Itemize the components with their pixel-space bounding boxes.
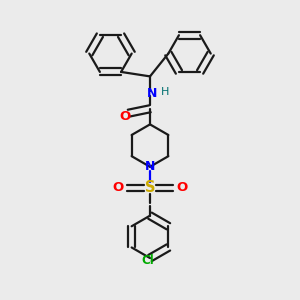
Text: N: N [145, 160, 155, 173]
Text: S: S [145, 180, 155, 195]
Text: Cl: Cl [141, 254, 154, 267]
Text: H: H [161, 87, 170, 97]
Text: O: O [119, 110, 130, 123]
Text: N: N [147, 87, 158, 100]
Text: O: O [113, 181, 124, 194]
Text: O: O [176, 181, 187, 194]
